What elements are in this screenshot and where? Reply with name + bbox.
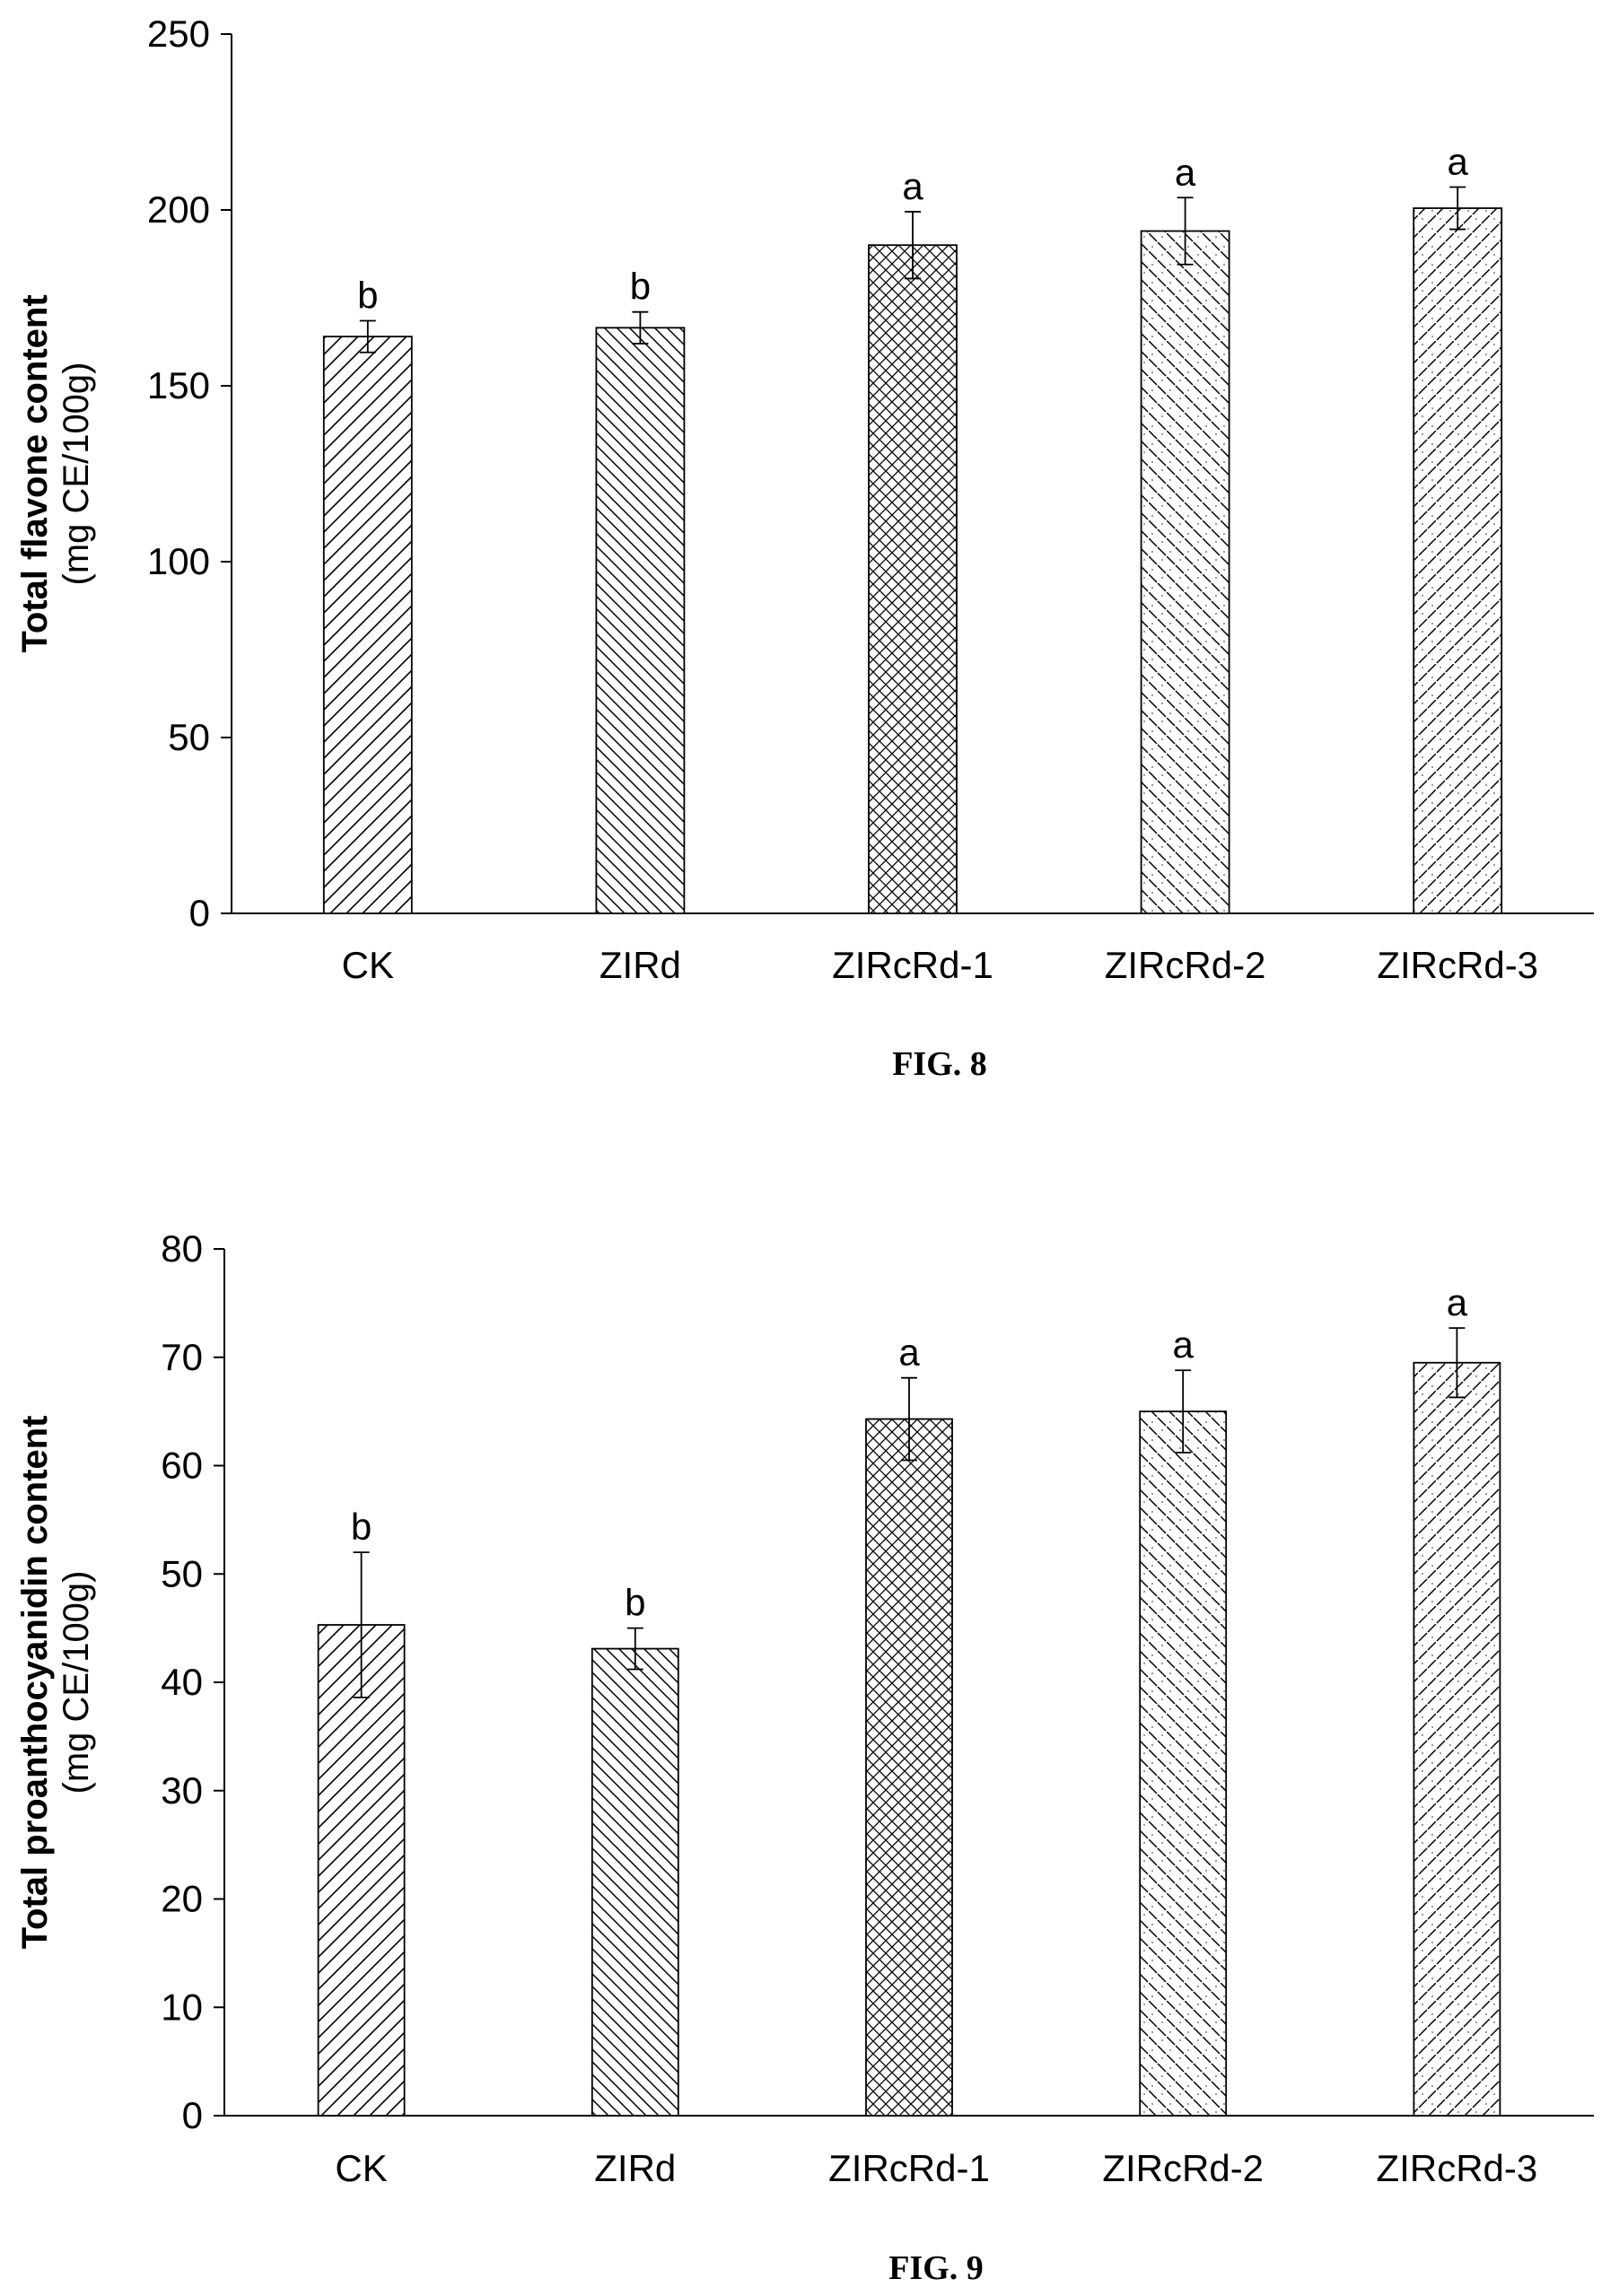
y-axis-unit: (mg CE/100g) — [57, 362, 96, 586]
y-tick-label: 40 — [161, 1661, 203, 1703]
y-tick-label: 10 — [161, 1986, 203, 2028]
y-tick-label: 250 — [147, 13, 210, 55]
y-tick-label: 30 — [161, 1769, 203, 1811]
figure-9: 0 10 20 30 40 50 60 70 80 Total proanthocyanidin … — [0, 1193, 1619, 2296]
bar-zircrd-2 — [1139, 1410, 1228, 2117]
y-tick-label: 20 — [161, 1878, 203, 1920]
significance-label: b — [351, 1506, 372, 1548]
category-label: ZIRcRd-3 — [1377, 944, 1538, 986]
y-axis-title: Total proanthocyanidin content — [15, 1416, 55, 1950]
bar-zircrd-3 — [1413, 1361, 1501, 2117]
category-label: ZIRcRd-1 — [828, 2147, 990, 2189]
proanthocyanidin-chart: 0 10 20 30 40 50 60 70 80 Total proanthocyanidin … — [15, 1227, 1594, 2287]
bar-zircrd-1 — [868, 244, 958, 914]
significance-label: a — [1175, 151, 1196, 193]
significance-label: a — [902, 165, 923, 207]
significance-label: a — [1447, 1281, 1468, 1323]
figure-caption: FIG. 8 — [892, 1045, 987, 1083]
category-label: ZIRcRd-3 — [1377, 2147, 1538, 2189]
significance-label: a — [1173, 1323, 1195, 1366]
significance-label: b — [357, 274, 378, 316]
significance-label: b — [630, 266, 651, 308]
significance-label: b — [625, 1582, 645, 1624]
bar-zircrd-1 — [865, 1418, 953, 2117]
flavone-chart: 0 50 100 150 200 250 Total flavone content (mg … — [15, 13, 1594, 1083]
category-label: ZIRd — [599, 944, 681, 986]
category-label: ZIRcRd-2 — [1102, 2147, 1264, 2189]
significance-label: a — [898, 1331, 920, 1374]
figure-caption: FIG. 9 — [888, 2249, 984, 2287]
y-tick-label: 200 — [147, 188, 210, 231]
y-tick-label: 100 — [147, 540, 210, 582]
category-label: ZIRd — [594, 2147, 676, 2189]
bar-zircrd-3 — [1413, 207, 1503, 914]
figure-8: 0 50 100 150 200 250 Total flavone content (mg … — [0, 0, 1619, 1131]
category-label: CK — [342, 944, 394, 986]
category-label: ZIRcRd-2 — [1105, 944, 1266, 986]
bar-ck — [322, 336, 413, 914]
y-tick-label: 150 — [147, 364, 210, 406]
bar-zird — [591, 1647, 679, 2117]
bar-zircrd-2 — [1140, 230, 1230, 914]
y-tick-label: 70 — [161, 1336, 203, 1378]
significance-label: a — [1448, 141, 1469, 183]
bar-zird — [595, 327, 686, 914]
y-tick-label: 0 — [182, 2094, 203, 2136]
category-label: CK — [335, 2147, 387, 2189]
y-axis-unit: (mg CE/100g) — [57, 1571, 96, 1794]
y-tick-label: 0 — [189, 892, 210, 934]
y-tick-label: 80 — [161, 1227, 203, 1270]
y-axis-title: Total flavone content — [15, 294, 55, 652]
category-label: ZIRcRd-1 — [832, 944, 993, 986]
y-tick-label: 60 — [161, 1445, 203, 1487]
y-tick-label: 50 — [161, 1552, 203, 1594]
bar-ck — [317, 1624, 406, 2117]
y-tick-label: 50 — [168, 716, 210, 758]
